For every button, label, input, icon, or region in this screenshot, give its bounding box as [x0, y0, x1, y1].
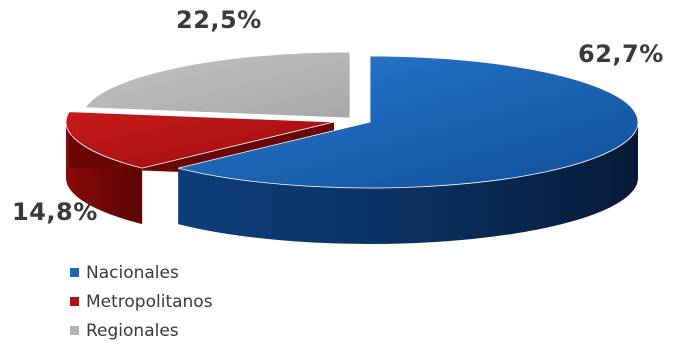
pie-slice-metropolitanos: [65, 111, 335, 169]
legend-swatch-regionales: [70, 326, 79, 335]
data-label-regionales: 22,5%: [176, 6, 262, 34]
legend-label-metropolitanos: Metropolitanos: [86, 291, 213, 312]
legend-swatch-metropolitanos: [70, 297, 79, 306]
legend-label-nacionales: Nacionales: [86, 262, 179, 283]
legend-item-metropolitanos: Metropolitanos: [70, 287, 213, 316]
pie-slice-nacionales: [178, 55, 639, 189]
legend-label-regionales: Regionales: [86, 320, 179, 341]
legend: Nacionales Metropolitanos Regionales: [70, 258, 213, 345]
legend-swatch-nacionales: [70, 268, 79, 277]
legend-item-nacionales: Nacionales: [70, 258, 213, 287]
pie-slice-regionales: [84, 51, 351, 119]
legend-item-regionales: Regionales: [70, 316, 213, 345]
pie-side-nacionales: [178, 122, 638, 244]
data-label-metropolitanos: 14,8%: [12, 198, 98, 226]
data-label-nacionales: 62,7%: [578, 40, 664, 68]
